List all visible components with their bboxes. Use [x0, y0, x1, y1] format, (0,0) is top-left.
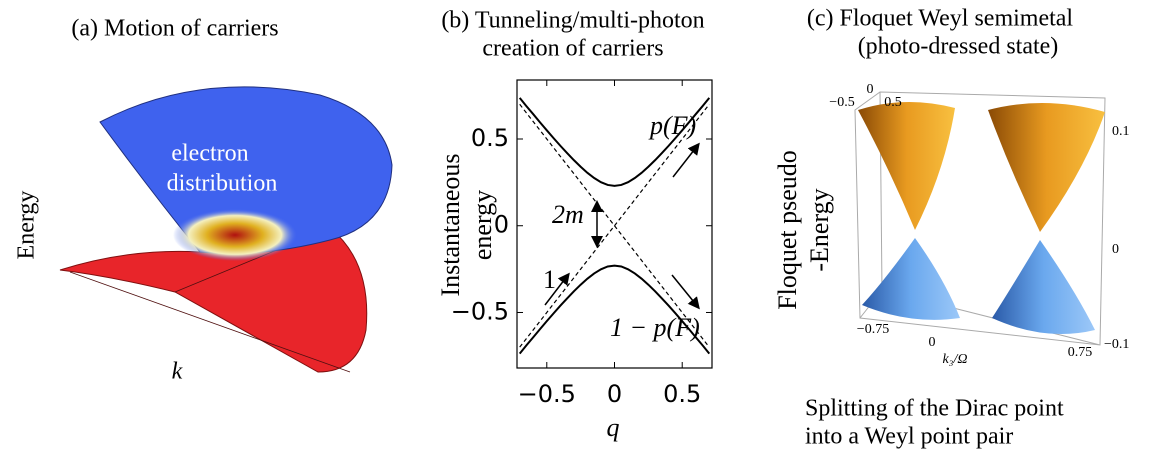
y-label: -Energy — [805, 188, 834, 271]
y-label: Energy — [14, 191, 40, 260]
x-tick-label: 0 — [607, 380, 622, 408]
caption: into a Weyl point pair — [805, 424, 1013, 450]
y-label: energy — [468, 190, 497, 260]
lower-band — [862, 238, 960, 320]
x-tick-label: −0.5 — [518, 380, 576, 408]
annotation: p(F) — [648, 111, 696, 140]
y-tick-label: 0.5 — [471, 124, 509, 152]
annotation: 1 — [543, 265, 556, 294]
distribution-spot — [173, 209, 297, 261]
tick-label: 0.5 — [884, 95, 902, 110]
arrow — [673, 145, 698, 177]
x-tick-label: 0.5 — [663, 380, 701, 408]
panel-b: (b) Tunneling/multi-photon creation of c… — [436, 8, 712, 442]
panel-title: creation of carriers — [482, 36, 663, 62]
annotation: 2m — [552, 200, 584, 229]
y-label: Instantaneous — [436, 154, 465, 297]
lower-band — [992, 240, 1095, 334]
page: (a) Motion of carriers electron distribu… — [0, 0, 1150, 452]
annotation: electron — [171, 141, 248, 167]
panel-title: (photo-dressed state) — [858, 34, 1059, 60]
tick-label: 0 — [867, 82, 874, 97]
panel-title: (c) Floquet Weyl semimetal — [807, 6, 1074, 32]
y-tick-label: −0.5 — [451, 297, 509, 325]
tick-label: 0 — [1112, 242, 1119, 257]
x-label: k₃/Ω — [942, 352, 967, 367]
upper-band — [988, 103, 1105, 232]
tick-label: −0.75 — [857, 322, 889, 337]
panel-title: (b) Tunneling/multi-photon — [441, 8, 704, 34]
figure: (a) Motion of carriers electron distribu… — [0, 0, 1150, 452]
x-label: k — [172, 359, 183, 385]
upper-band — [858, 102, 955, 230]
tick-label: 0.75 — [1068, 345, 1093, 360]
panel-c: (c) Floquet Weyl semimetal (photo-dresse… — [773, 6, 1130, 450]
annotation: 1 − p(F) — [610, 313, 700, 342]
caption: Splitting of the Dirac point — [805, 396, 1064, 422]
x-label: q — [607, 413, 620, 442]
arrow — [672, 275, 698, 307]
tick-label: −0.1 — [1104, 337, 1129, 352]
y-label: Floquet pseudo — [773, 150, 802, 310]
annotation: distribution — [167, 171, 278, 197]
panel-title: (a) Motion of carriers — [71, 16, 278, 42]
tick-label: −0.5 — [829, 95, 854, 110]
tick-label: 0 — [929, 335, 936, 350]
panel-a: (a) Motion of carriers electron distribu… — [14, 16, 393, 385]
y-tick-label: 0 — [494, 211, 509, 239]
tick-label: 0.1 — [1112, 124, 1130, 139]
